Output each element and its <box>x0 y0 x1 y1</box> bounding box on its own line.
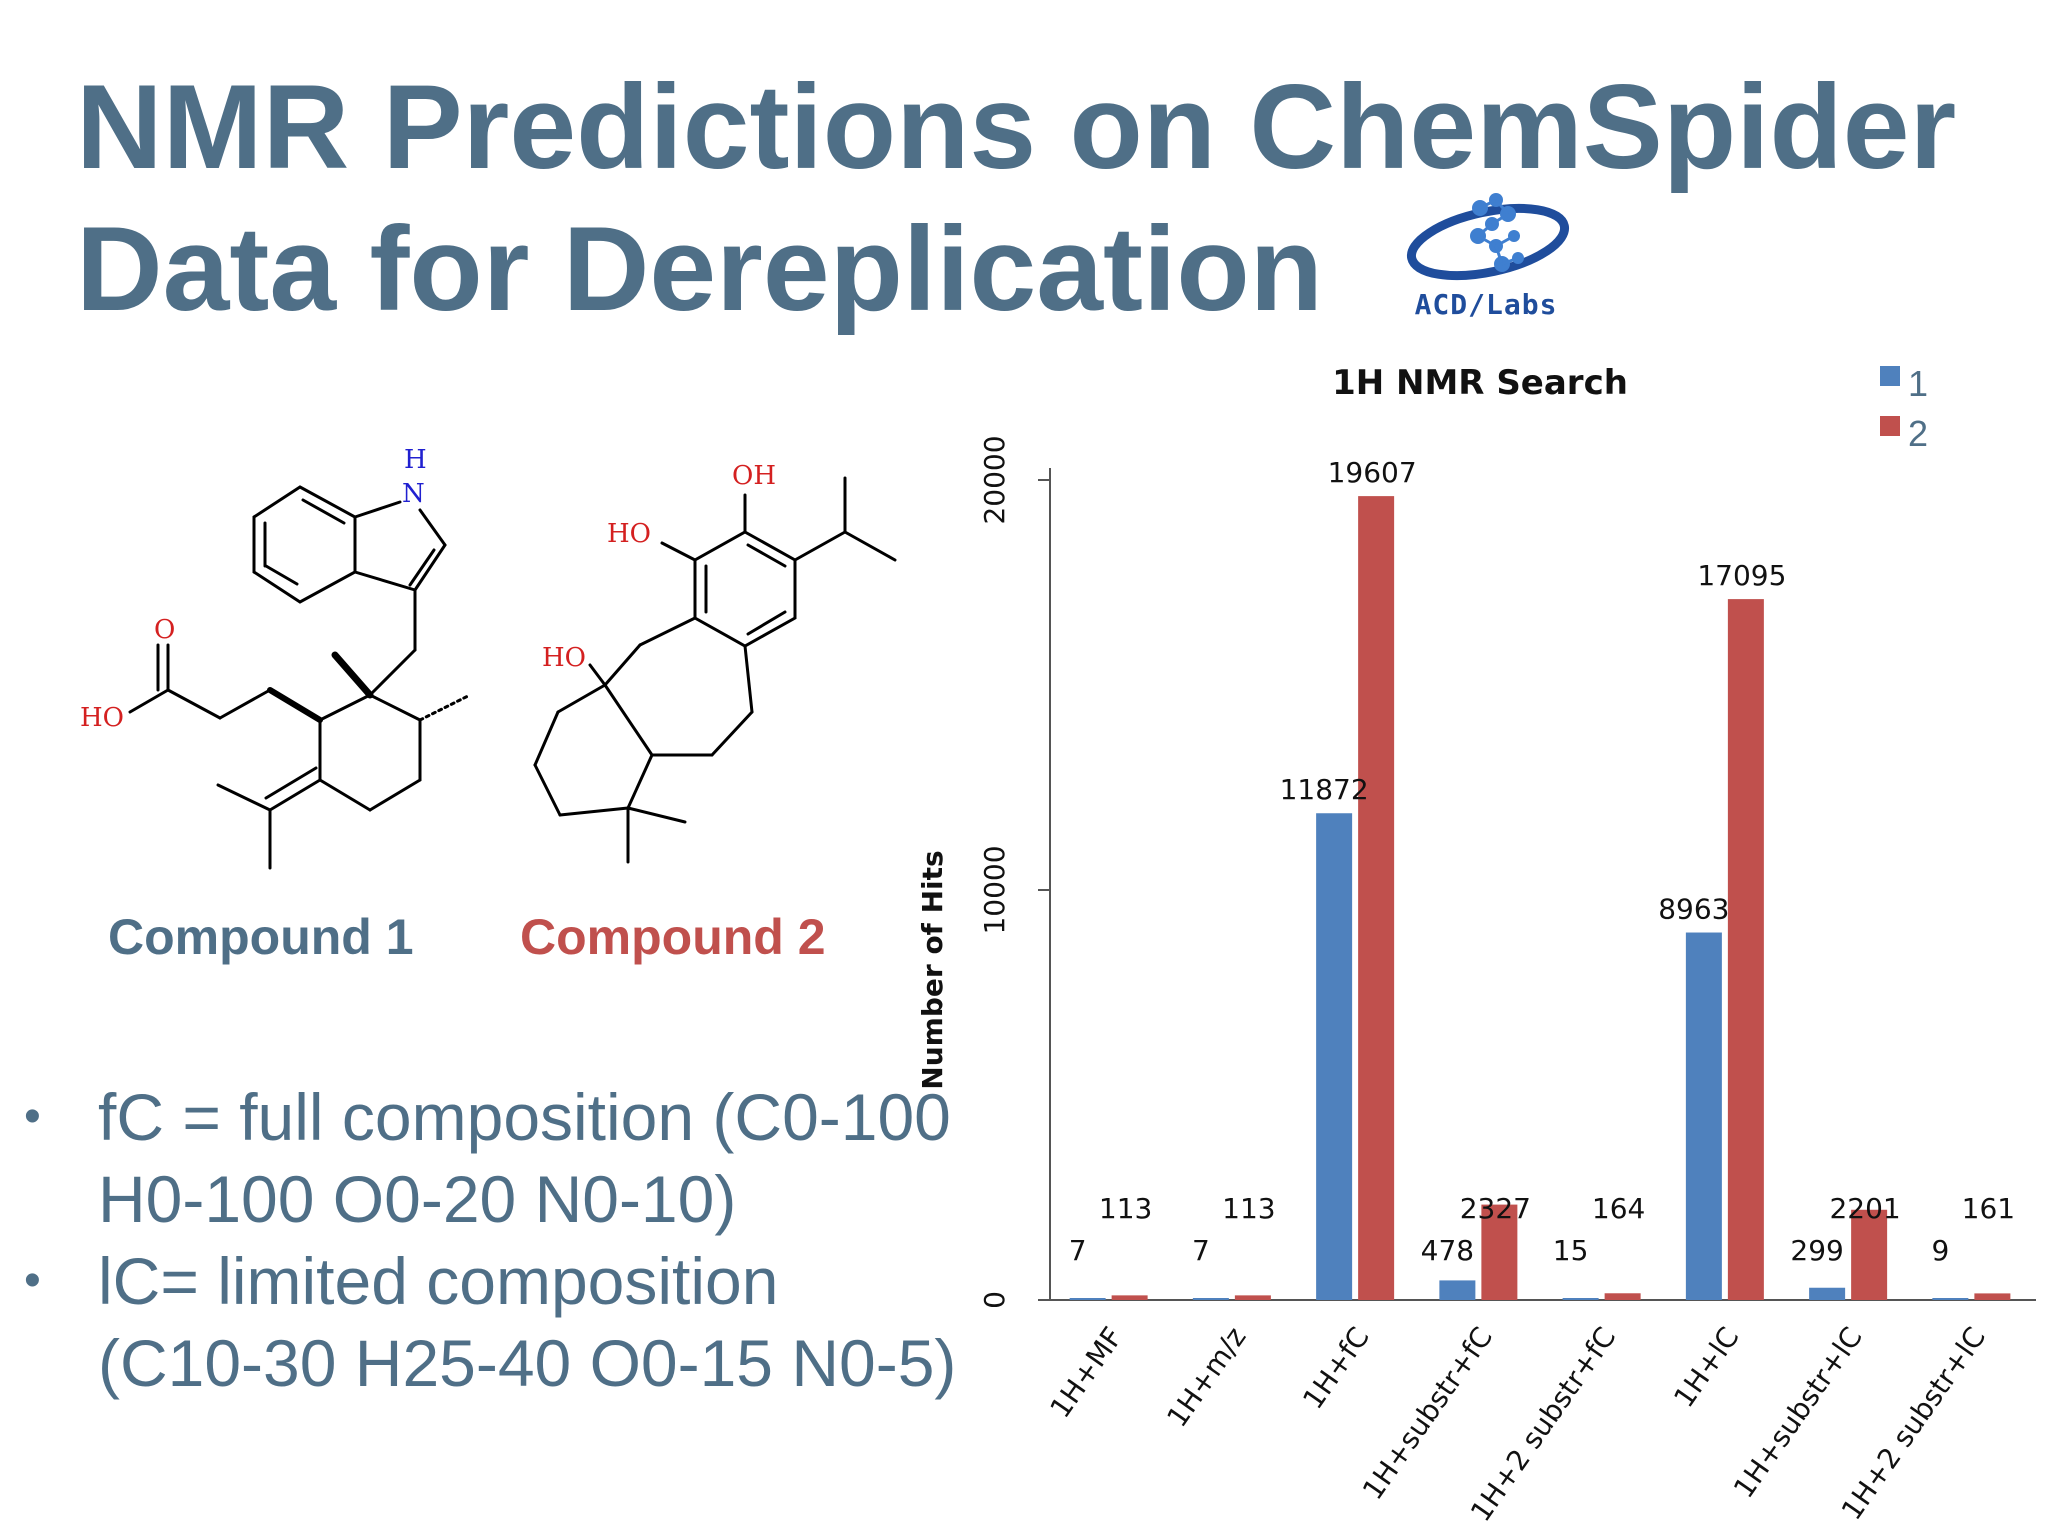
m2-ho-top-label: HO <box>607 519 651 549</box>
compound-1-structure: H N O HO <box>80 445 472 870</box>
chart-bars <box>1069 496 2011 1300</box>
value-label-series-1-4: 15 <box>1553 1234 1589 1267</box>
bullet-fc-line-1: fC = full composition (C0-100 <box>98 1080 951 1154</box>
m1-h-label: H <box>404 445 427 475</box>
nmr-search-bar-chart: 1H NMR Search Number of Hits 12 01000020… <box>916 363 2036 1528</box>
bar-series-1-2 <box>1316 813 1353 1300</box>
bar-series-1-1 <box>1192 1298 1229 1300</box>
bullet-marker: • <box>24 1090 41 1143</box>
compound-1-label: Compound 1 <box>108 909 414 965</box>
x-tick-label-1: 1H+m/z <box>1160 1321 1252 1433</box>
m1-o-label: O <box>154 615 175 645</box>
logo-emblem-icon <box>1406 193 1570 281</box>
value-label-series-1-6: 299 <box>1790 1234 1843 1267</box>
slide-title: NMR Predictions on ChemSpider Data for D… <box>76 56 1956 340</box>
value-label-series-2-3: 2327 <box>1460 1192 1531 1225</box>
definitions-list: • fC = full composition (C0-100 H0-100 O… <box>20 1076 1010 1404</box>
y-tick-label: 20000 <box>978 435 1011 524</box>
bar-series-2-5 <box>1727 599 1764 1300</box>
y-axis-label: Number of Hits <box>916 850 949 1089</box>
value-label-series-2-6: 2201 <box>1829 1192 1900 1225</box>
title-line-1: NMR Predictions on ChemSpider <box>76 60 1957 194</box>
bar-series-2-7 <box>1974 1293 2011 1300</box>
compound-2-label: Compound 2 <box>520 909 826 965</box>
bullet-lc-line-1: lC= limited composition <box>98 1244 779 1318</box>
m2-oh-label: OH <box>732 461 776 491</box>
m1-ho-label: HO <box>80 703 124 733</box>
value-label-series-1-5: 8963 <box>1658 893 1729 926</box>
legend-label-1: 1 <box>1908 363 1928 404</box>
value-label-series-2-7: 161 <box>1962 1192 2015 1225</box>
value-label-series-1-2: 11872 <box>1280 773 1369 806</box>
acd-labs-logo: ACD/Labs <box>1396 178 1576 328</box>
value-label-series-1-3: 478 <box>1421 1234 1474 1267</box>
legend-swatch-1 <box>1880 366 1900 386</box>
bullet-lc-line-2: (C10-30 H25-40 O0-15 N0-5) <box>98 1326 957 1400</box>
legend-swatch-2 <box>1880 416 1900 436</box>
value-label-series-2-5: 17095 <box>1697 559 1786 592</box>
compound-2-structure: OH HO HO <box>533 461 897 864</box>
value-label-series-1-0: 7 <box>1069 1234 1087 1267</box>
value-label-series-2-0: 113 <box>1099 1192 1152 1225</box>
value-label-series-2-4: 164 <box>1592 1192 1645 1225</box>
bar-series-1-7 <box>1932 1298 1969 1300</box>
bullet-fc: • fC = full composition (C0-100 H0-100 O… <box>20 1076 1010 1240</box>
bar-series-2-3 <box>1481 1204 1518 1300</box>
x-tick-label-5: 1H+lC <box>1667 1321 1745 1413</box>
bar-series-1-0 <box>1069 1298 1106 1300</box>
y-tick-label: 10000 <box>978 845 1011 934</box>
m1-n-label: N <box>402 479 425 509</box>
x-tick-label-2: 1H+fC <box>1296 1321 1376 1415</box>
title-line-2: Data for Dereplication <box>76 202 1323 336</box>
bar-series-1-5 <box>1685 932 1722 1300</box>
y-tick-label: 0 <box>978 1291 1011 1309</box>
m2-ho-mid-label: HO <box>542 643 586 673</box>
bar-series-2-2 <box>1358 496 1395 1300</box>
value-label-series-2-2: 19607 <box>1328 456 1417 489</box>
value-label-series-2-1: 113 <box>1222 1192 1275 1225</box>
bar-series-2-1 <box>1234 1295 1271 1300</box>
bullet-lc: • lC= limited composition (C10-30 H25-40… <box>20 1240 1010 1404</box>
bullet-marker: • <box>24 1254 41 1307</box>
legend-label-2: 2 <box>1908 413 1928 454</box>
x-tick-label-6: 1H+substr+lC <box>1727 1321 1869 1504</box>
chart-axes: 0 10000 20000 <box>978 435 2036 1309</box>
bar-series-2-6 <box>1851 1209 1888 1300</box>
value-label-series-1-1: 7 <box>1192 1234 1210 1267</box>
bar-series-1-4 <box>1562 1298 1599 1300</box>
x-tick-label-0: 1H+MF <box>1043 1321 1129 1424</box>
bar-series-1-3 <box>1439 1280 1476 1300</box>
value-label-series-1-7: 9 <box>1931 1234 1949 1267</box>
x-tick-label-3: 1H+substr+fC <box>1356 1321 1499 1506</box>
bar-series-2-0 <box>1111 1295 1148 1300</box>
chart-legend: 12 <box>1880 363 1928 454</box>
bar-series-1-6 <box>1809 1287 1846 1300</box>
bar-series-2-4 <box>1604 1293 1641 1300</box>
bullet-fc-line-2: H0-100 O0-20 N0-10) <box>98 1162 737 1236</box>
chart-title: 1H NMR Search <box>1332 363 1628 403</box>
logo-text: ACD/Labs <box>1414 288 1558 321</box>
